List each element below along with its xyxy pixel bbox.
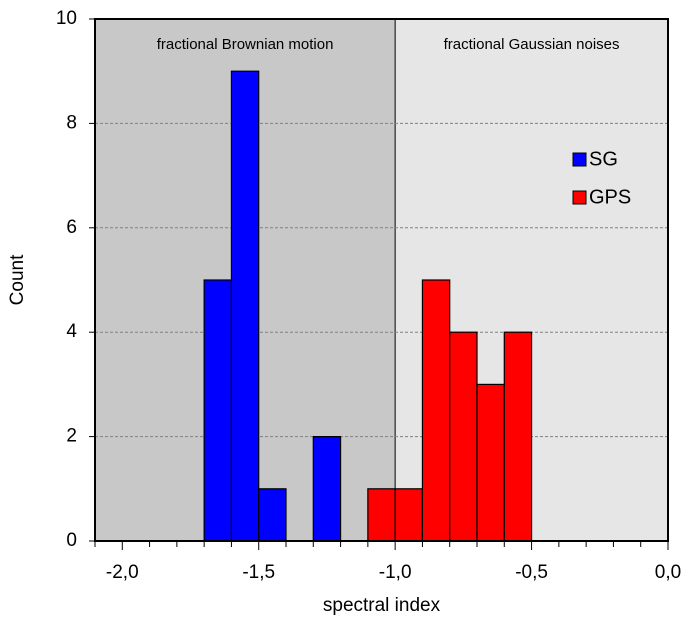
y-tick-label: 4	[66, 321, 77, 342]
legend-label: SG	[589, 148, 618, 170]
bar	[203, 279, 233, 542]
bar	[449, 331, 478, 542]
y-tick-label: 0	[66, 530, 77, 551]
x-tick-label: -2,0	[106, 562, 139, 583]
x-tick-label: -0,5	[515, 562, 548, 583]
bar	[367, 488, 396, 542]
y-tick-label: 10	[56, 8, 77, 29]
region-label: fractional Brownian motion	[157, 36, 334, 53]
bar	[503, 331, 533, 542]
x-axis-label: spectral index	[323, 595, 441, 616]
legend-swatch	[572, 190, 587, 205]
y-axis-label: Count	[7, 254, 28, 305]
bar	[421, 279, 451, 542]
x-tick-label: -1,5	[242, 562, 275, 583]
y-tick-label: 2	[66, 426, 77, 447]
bar	[230, 70, 260, 542]
y-tick-label: 8	[66, 112, 77, 133]
plot-frame	[94, 18, 669, 542]
bar	[312, 436, 342, 542]
legend-swatch	[572, 152, 587, 167]
x-tick-label: -1,0	[379, 562, 412, 583]
y-tick-label: 6	[66, 217, 77, 238]
region-label: fractional Gaussian noises	[444, 36, 620, 53]
x-tick-label: 0,0	[655, 562, 681, 583]
bar	[394, 488, 424, 542]
bar	[476, 383, 505, 542]
legend-label: GPS	[589, 186, 631, 208]
bar	[258, 488, 287, 542]
